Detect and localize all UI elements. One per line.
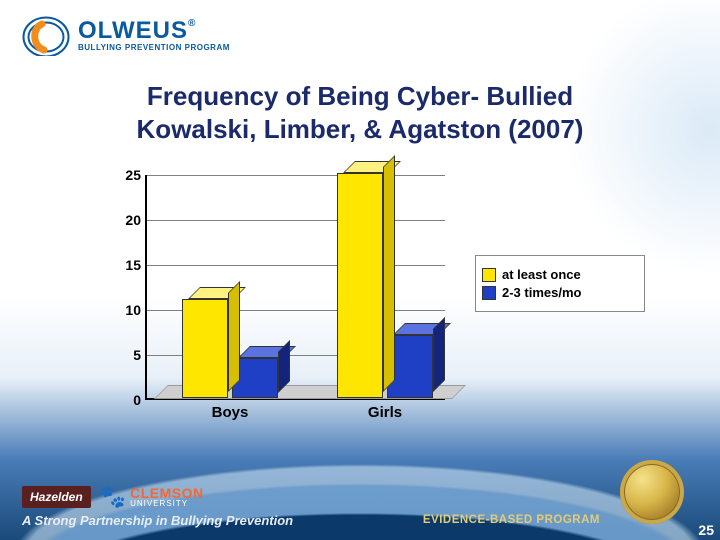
chart-bar (337, 173, 383, 398)
paw-icon: 🐾 (99, 484, 126, 510)
clemson-text: CLEMSON (130, 486, 204, 500)
legend-label: 2-3 times/mo (502, 285, 581, 300)
y-tick-label: 20 (125, 212, 141, 228)
logo-mark-icon (22, 14, 76, 56)
bar-chart: 0510152025BoysGirls at least once 2-3 tim… (85, 175, 615, 435)
title-line1: Frequency of Being Cyber- Bullied (0, 80, 720, 113)
y-tick-label: 15 (125, 257, 141, 273)
chart-gridline (147, 175, 445, 176)
olweus-logo: OLWEUS® BULLYING PREVENTION PROGRAM (22, 14, 230, 56)
legend-swatch-icon (482, 268, 496, 282)
clemson-logo: 🐾 CLEMSON UNIVERSITY (99, 484, 204, 510)
logo-reg: ® (188, 18, 196, 29)
title-line2: Kowalski, Limber, & Agatston (2007) (0, 113, 720, 146)
slide-title: Frequency of Being Cyber- Bullied Kowals… (0, 80, 720, 145)
chart-plot-area: 0510152025BoysGirls (145, 175, 445, 400)
y-tick-label: 0 (133, 392, 141, 408)
footer: Hazelden 🐾 CLEMSON UNIVERSITY A Strong P… (0, 462, 720, 540)
x-category-label: Boys (212, 404, 249, 421)
y-tick-label: 25 (125, 167, 141, 183)
legend-item: at least once (482, 267, 638, 282)
legend-item: 2-3 times/mo (482, 285, 638, 300)
chart-bar (182, 299, 228, 398)
y-tick-label: 5 (133, 347, 141, 363)
y-tick-label: 10 (125, 302, 141, 318)
chart-legend: at least once 2-3 times/mo (475, 255, 645, 312)
page-number: 25 (698, 522, 714, 538)
partner-logos: Hazelden 🐾 CLEMSON UNIVERSITY (22, 484, 204, 510)
clemson-sub: UNIVERSITY (130, 500, 204, 508)
hazelden-logo: Hazelden (22, 486, 91, 508)
evidence-based-label: EVIDENCE-BASED PROGRAM (423, 514, 600, 526)
logo-sub: BULLYING PREVENTION PROGRAM (78, 43, 230, 52)
tagline: A Strong Partnership in Bullying Prevent… (22, 513, 293, 528)
seal-icon (620, 460, 684, 524)
legend-label: at least once (502, 267, 581, 282)
legend-swatch-icon (482, 286, 496, 300)
x-category-label: Girls (368, 404, 402, 421)
chart-gridline (147, 220, 445, 221)
logo-brand: OLWEUS (78, 17, 188, 44)
chart-gridline (147, 265, 445, 266)
